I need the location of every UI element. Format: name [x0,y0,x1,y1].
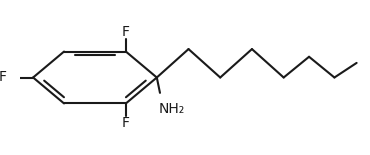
Text: NH₂: NH₂ [158,102,185,116]
Text: F: F [122,24,130,38]
Text: F: F [122,117,130,131]
Text: F: F [0,71,6,84]
